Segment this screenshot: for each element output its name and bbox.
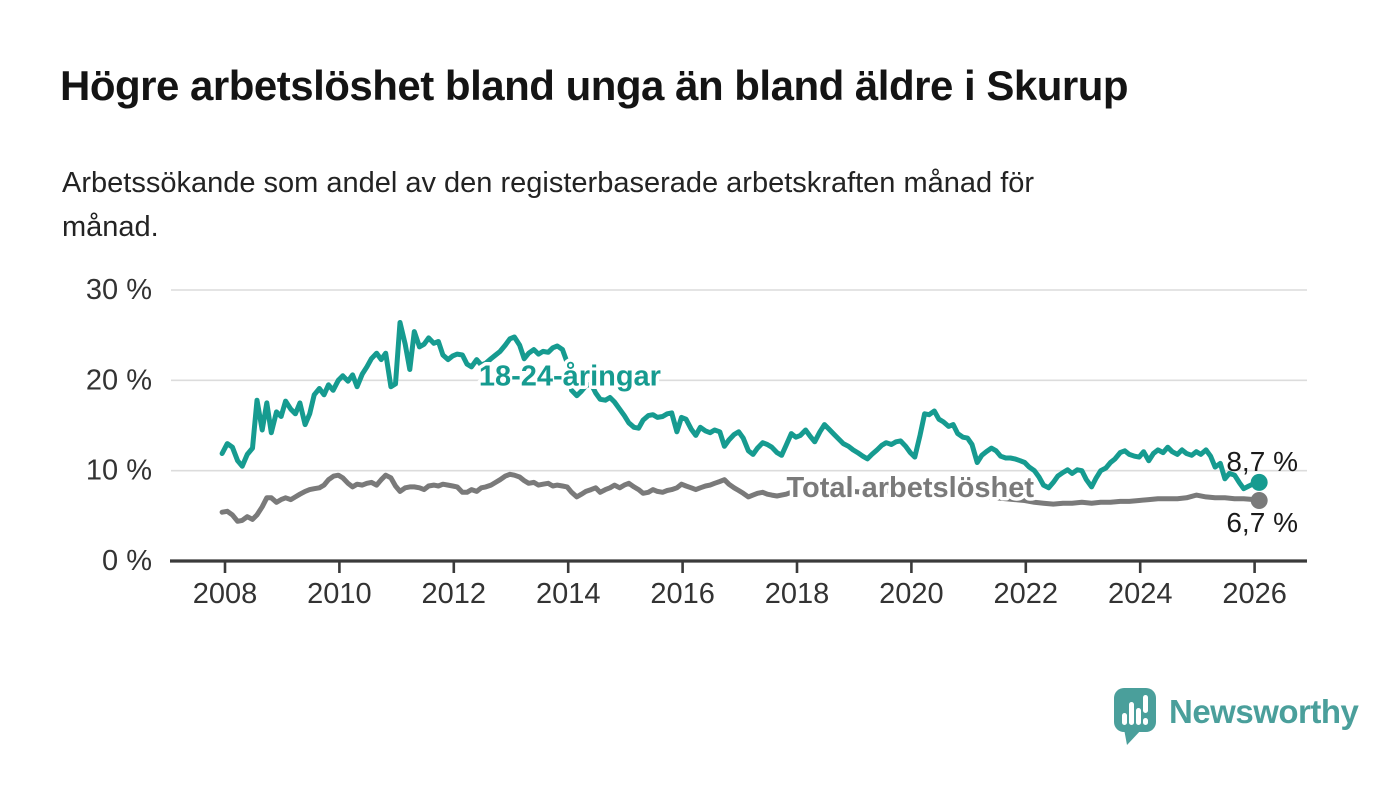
series-label-1: Total arbetslöshet (786, 472, 1034, 504)
unemployment-line-chart: 2008 2010 2012 2014 2016 2018 2020 2022 2024 2026… (86, 274, 1307, 610)
series-line-0 (219, 320, 1262, 492)
chart-subtitle-line-2: månad. (62, 211, 159, 243)
newsworthy-logo: Newsworthy (1114, 688, 1359, 746)
series-end-value-0: 8,7 % (1226, 446, 1298, 477)
chart-title: Högre arbetslöshet bland unga än bland ä… (60, 62, 1129, 109)
y-tick-label-10: 10 % (86, 455, 152, 487)
series-label-0: 18-24-åringar (479, 361, 661, 393)
x-tick-label-2010: 2010 (307, 578, 372, 610)
series-end-dot-1 (1250, 491, 1268, 509)
newsworthy-logo-text: Newsworthy (1169, 693, 1359, 730)
x-tick-label-2026: 2026 (1222, 578, 1287, 610)
series-end-dot-0 (1250, 473, 1268, 491)
y-tick-label-30: 30 % (86, 274, 152, 306)
x-tick-label-2012: 2012 (422, 578, 487, 610)
x-tick-label-2020: 2020 (879, 578, 944, 610)
x-tick-label-2024: 2024 (1108, 578, 1173, 610)
x-tick-label-2018: 2018 (765, 578, 830, 610)
y-tick-label-20: 20 % (86, 364, 152, 396)
x-tick-label-2008: 2008 (193, 578, 258, 610)
chart-subtitle: Arbetssökande som andel av den registerb… (62, 161, 1034, 249)
x-tick-label-2014: 2014 (536, 578, 601, 610)
y-tick-label-0: 0 % (102, 545, 152, 577)
series-end-value-1: 6,7 % (1226, 507, 1298, 538)
newsworthy-speech-bubble-bar-chart-icon (1114, 688, 1156, 745)
series-line-1 (219, 471, 1262, 524)
x-tick-label-2016: 2016 (650, 578, 715, 610)
chart-subtitle-line-1: Arbetssökande som andel av den registerb… (62, 167, 1035, 199)
x-tick-label-2022: 2022 (994, 578, 1059, 610)
